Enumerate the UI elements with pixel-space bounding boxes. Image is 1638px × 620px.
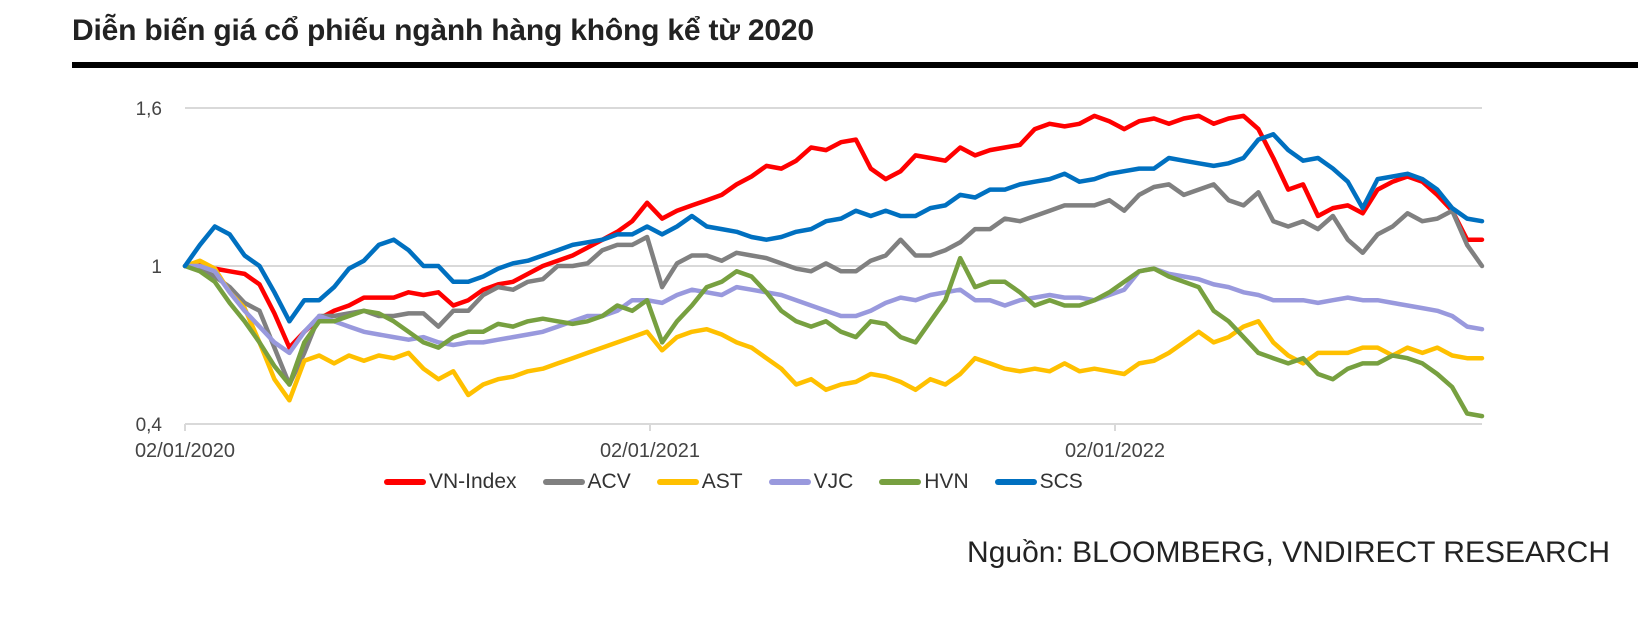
legend-label: SCS [1039, 470, 1083, 493]
legend-item-vjc: VJC [768, 470, 854, 494]
chart-legend: VN-Index ACV AST VJC HVN SCS [384, 470, 1109, 494]
series-line-vjc [182, 263, 1485, 356]
series-line-vn-index [182, 113, 1485, 350]
series-lines [182, 113, 1485, 419]
y-axis-ticks: 0,4 1 1,6 [136, 99, 163, 436]
legend-label: VJC [813, 470, 854, 493]
legend-swatch [542, 479, 585, 485]
title-divider [72, 62, 1638, 68]
legend-item-vn-index: VN-Index [384, 470, 517, 494]
x-axis [184, 424, 1116, 431]
y-tick-label: 0,4 [136, 415, 163, 436]
legend-label: ACV [587, 470, 631, 493]
legend-swatch [656, 479, 699, 485]
legend-item-acv: ACV [542, 470, 631, 494]
x-axis-ticks: 02/01/2020 02/01/2021 02/01/2022 [135, 440, 1165, 462]
legend-item-scs: SCS [994, 470, 1083, 494]
x-tick-label: 02/01/2021 [600, 440, 700, 462]
source-note: Nguồn: BLOOMBERG, VNDIRECT RESEARCH [967, 536, 1610, 569]
legend-swatch [384, 479, 426, 485]
x-tick-label: 02/01/2022 [1065, 440, 1165, 462]
legend-item-ast: AST [656, 470, 743, 494]
series-line-hvn [182, 255, 1485, 419]
x-tick-label: 02/01/2020 [135, 440, 235, 462]
legend-item-hvn: HVN [879, 470, 969, 494]
series-line-scs [182, 132, 1485, 324]
y-tick-label: 1,6 [136, 99, 162, 120]
series-line-ast [182, 258, 1485, 403]
chart-title: Diễn biến giá cổ phiếu ngành hàng không … [72, 14, 814, 47]
legend-label: VN-Index [429, 470, 517, 493]
legend-swatch [879, 479, 922, 485]
legend-label: HVN [924, 470, 969, 493]
legend-swatch [768, 479, 811, 485]
legend-swatch [994, 479, 1037, 485]
series-line-acv [182, 182, 1485, 387]
y-tick-label: 1 [151, 257, 162, 278]
legend-label: AST [701, 470, 743, 493]
